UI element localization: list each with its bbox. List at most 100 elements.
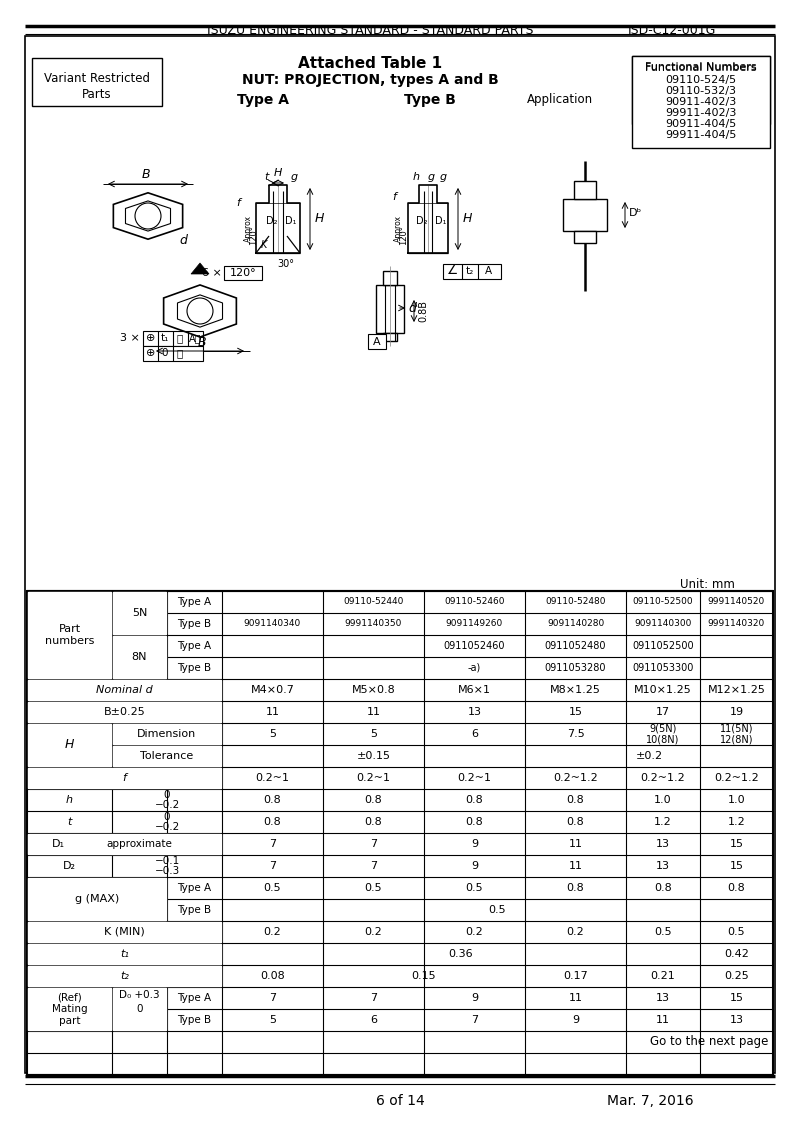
Bar	[28, 966, 221, 986]
Polygon shape	[191, 264, 209, 274]
Text: Type B: Type B	[178, 619, 211, 629]
Text: D₂: D₂	[266, 216, 278, 226]
Text: 9991140320: 9991140320	[708, 620, 765, 629]
Text: f: f	[392, 192, 396, 202]
Bar	[28, 768, 221, 788]
Bar	[383, 271, 397, 285]
Text: 17: 17	[656, 707, 670, 717]
Text: 0.8B: 0.8B	[418, 300, 428, 322]
Text: 09110-524/5: 09110-524/5	[666, 75, 737, 85]
Text: 13: 13	[656, 993, 670, 1003]
Bar	[28, 922, 221, 942]
Text: 09110-532/3: 09110-532/3	[666, 86, 737, 96]
Text: 9991140520: 9991140520	[708, 597, 765, 606]
Text: t₁: t₁	[161, 333, 169, 343]
Text: M5×0.8: M5×0.8	[352, 685, 395, 696]
Text: 15: 15	[730, 861, 743, 871]
Text: Type B: Type B	[178, 1015, 211, 1025]
Text: 0.8: 0.8	[466, 795, 483, 805]
Text: Part
numbers: Part numbers	[45, 624, 94, 646]
Text: D₀ +0.3: D₀ +0.3	[119, 990, 160, 1000]
Text: 0.5: 0.5	[264, 883, 282, 893]
Text: 7: 7	[471, 1015, 478, 1025]
Text: 7: 7	[370, 993, 377, 1003]
Text: 13: 13	[656, 839, 670, 849]
Text: D₁: D₁	[286, 216, 297, 226]
Text: Go to the next page: Go to the next page	[650, 1036, 768, 1048]
Text: −0.2: −0.2	[154, 800, 180, 810]
Text: t₂: t₂	[466, 266, 474, 276]
Text: g: g	[439, 172, 446, 182]
Text: 9091149260: 9091149260	[446, 620, 503, 629]
Bar	[632, 57, 770, 148]
Text: −0.3: −0.3	[154, 866, 180, 875]
Text: 120°: 120°	[399, 225, 409, 245]
Text: 0.8: 0.8	[566, 795, 584, 805]
Text: -a): -a)	[468, 663, 481, 673]
Bar	[28, 834, 221, 854]
Bar	[28, 592, 111, 677]
Text: Approx: Approx	[394, 216, 402, 242]
Text: 0911053280: 0911053280	[545, 663, 606, 673]
Text: 15: 15	[730, 993, 743, 1003]
Text: Type A: Type A	[178, 993, 211, 1003]
Text: Type A: Type A	[178, 597, 211, 607]
Text: 9(5N): 9(5N)	[650, 724, 677, 734]
Text: Type B: Type B	[178, 905, 211, 915]
Bar	[28, 680, 221, 700]
Text: 0.2~1: 0.2~1	[458, 772, 491, 783]
Text: Type A: Type A	[178, 641, 211, 651]
Text: 19: 19	[730, 707, 743, 717]
Text: Mar. 7, 2016: Mar. 7, 2016	[606, 1094, 694, 1108]
Text: t₂: t₂	[120, 972, 129, 981]
Text: t₁: t₁	[120, 949, 129, 959]
Text: 0911052480: 0911052480	[545, 641, 606, 651]
Text: 0.5: 0.5	[728, 927, 746, 936]
Text: 5: 5	[269, 729, 276, 739]
Text: ISUZU ENGINEERING STANDARD - STANDARD PARTS: ISUZU ENGINEERING STANDARD - STANDARD PA…	[206, 24, 534, 36]
Text: 120°: 120°	[230, 268, 256, 278]
Text: 0.36: 0.36	[449, 949, 474, 959]
Bar	[113, 988, 166, 1030]
Text: 13: 13	[730, 1015, 743, 1025]
Text: 9091140280: 9091140280	[547, 620, 604, 629]
Text: D₁: D₁	[51, 839, 65, 849]
Text: 0.8: 0.8	[264, 795, 282, 805]
Text: 11: 11	[569, 993, 582, 1003]
Text: K (MIN): K (MIN)	[104, 927, 145, 936]
Text: B±0.25: B±0.25	[104, 707, 146, 717]
Text: Type B: Type B	[404, 93, 456, 107]
Text: 0.5: 0.5	[489, 905, 506, 915]
Text: Type A: Type A	[178, 883, 211, 893]
Text: d: d	[179, 234, 187, 248]
Text: 15: 15	[730, 839, 743, 849]
Text: 09110-52460: 09110-52460	[444, 597, 505, 606]
Text: M4×0.7: M4×0.7	[250, 685, 294, 696]
Text: 90911-404/5: 90911-404/5	[666, 119, 737, 129]
Text: 99911-402/3: 99911-402/3	[666, 107, 737, 118]
Text: 0.8: 0.8	[365, 817, 382, 827]
Bar	[113, 724, 221, 744]
Text: D₁: D₁	[435, 216, 446, 226]
Text: 0.8: 0.8	[264, 817, 282, 827]
Text: 09110-52500: 09110-52500	[633, 597, 694, 606]
Bar	[574, 231, 596, 243]
Bar	[143, 346, 203, 361]
Text: 6: 6	[471, 729, 478, 739]
Text: 0.15: 0.15	[412, 972, 436, 981]
Text: 0: 0	[164, 812, 170, 822]
Text: 0.08: 0.08	[260, 972, 285, 981]
Text: ⊕: ⊕	[146, 348, 156, 359]
Text: 11: 11	[266, 707, 279, 717]
Bar	[368, 334, 386, 349]
Text: ±0.15: ±0.15	[357, 751, 390, 761]
Bar	[574, 181, 596, 199]
Text: 1.2: 1.2	[654, 817, 672, 827]
Text: Ⓜ: Ⓜ	[177, 348, 183, 359]
Bar	[28, 988, 111, 1030]
Text: 0911052500: 0911052500	[632, 641, 694, 651]
Text: Approx: Approx	[243, 216, 253, 242]
Text: 7: 7	[269, 993, 276, 1003]
Text: 7: 7	[370, 861, 377, 871]
Text: 0.2: 0.2	[365, 927, 382, 936]
